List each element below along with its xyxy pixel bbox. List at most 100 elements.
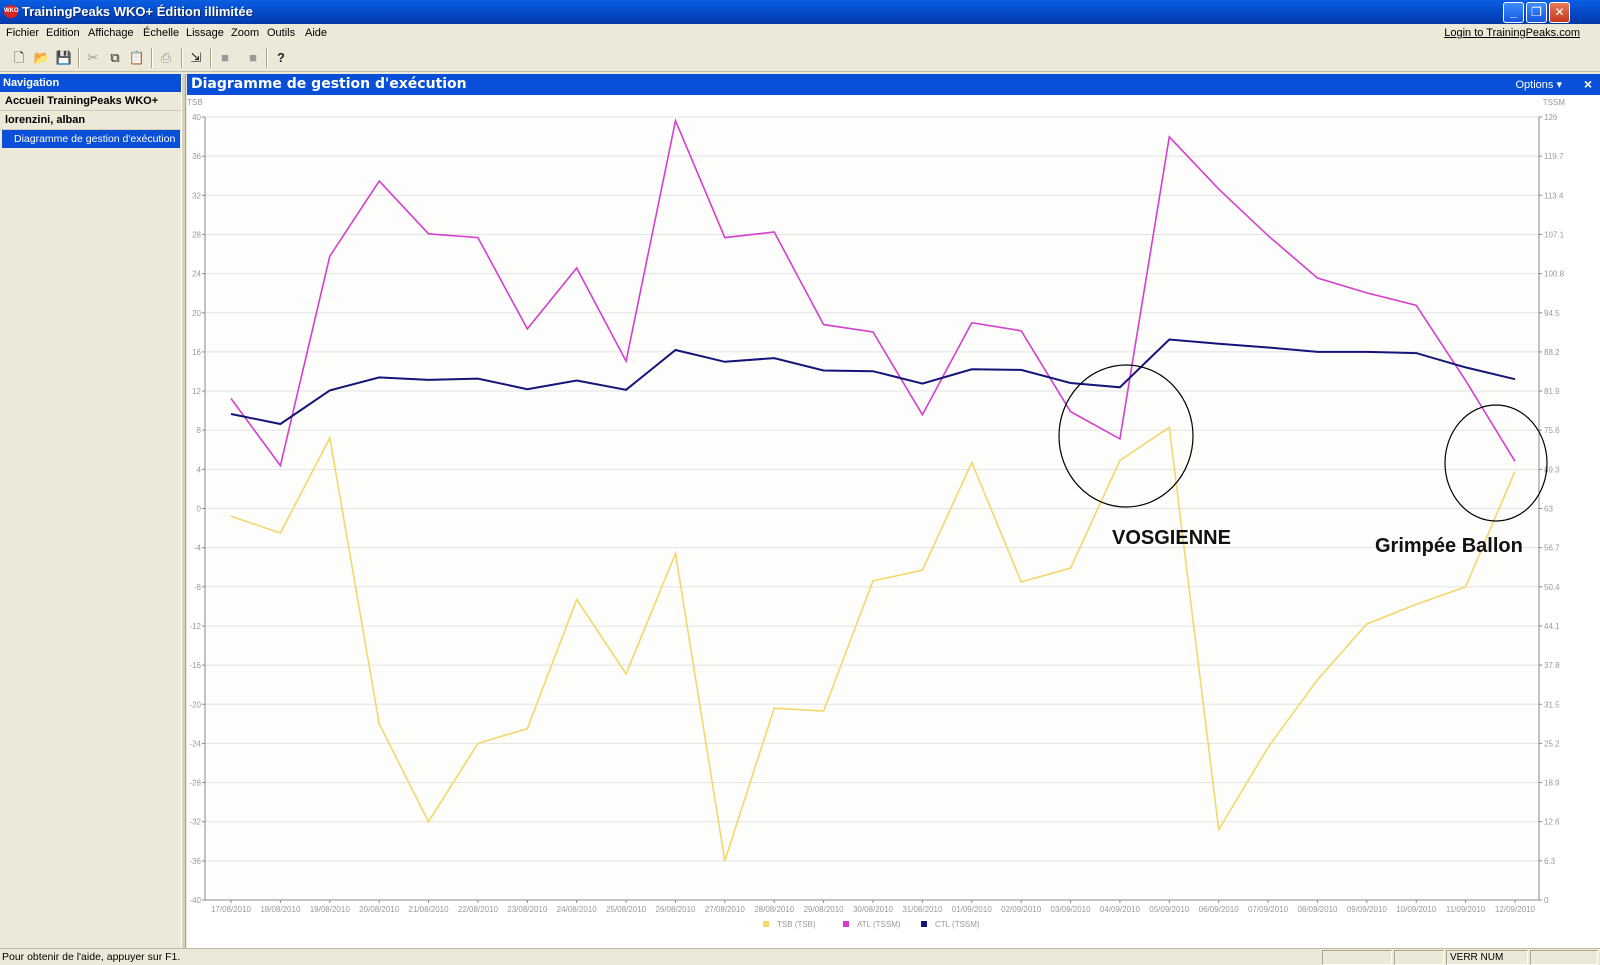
menu-zoom[interactable]: Zoom xyxy=(231,27,260,39)
left-tick-label: -20 xyxy=(189,700,201,709)
legend-label: TSB (TSB) xyxy=(777,920,816,929)
x-tick-label: 27/08/2010 xyxy=(705,905,746,914)
right-tick-label: 63 xyxy=(1544,505,1553,514)
navigation-pane: Navigation Accueil TrainingPeaks WKO+ lo… xyxy=(0,74,181,948)
x-tick-label: 21/08/2010 xyxy=(409,905,450,914)
right-tick-label: 12.6 xyxy=(1544,818,1560,827)
x-tick-label: 20/08/2010 xyxy=(359,905,400,914)
menu-lissage[interactable]: Lissage xyxy=(186,27,224,39)
right-tick-label: 69.3 xyxy=(1544,465,1560,474)
restore-icon[interactable]: ❐ xyxy=(1526,2,1547,23)
right-tick-label: 75.6 xyxy=(1544,426,1560,435)
new-file-icon[interactable]: 🗋 xyxy=(13,50,25,65)
legend-swatch xyxy=(763,921,769,927)
chevron-down-icon: ▾ xyxy=(1556,79,1562,91)
minimize-icon[interactable]: _ xyxy=(1503,2,1524,23)
right-tick-label: 50.4 xyxy=(1544,583,1560,592)
left-tick-label: -12 xyxy=(189,622,201,631)
nav-item-home[interactable]: Accueil TrainingPeaks WKO+ xyxy=(0,92,181,111)
toolbar: 🗋 📂 💾 ✂ ⧉ 📋 ⎙ ⇲ ■ ■ ? xyxy=(0,44,1600,72)
x-tick-label: 04/09/2010 xyxy=(1100,905,1141,914)
menu-aide[interactable]: Aide xyxy=(305,27,328,39)
menu-bar: Fichier Edition Affichage Échelle Lissag… xyxy=(0,24,1600,44)
import-icon[interactable]: ⇲ xyxy=(190,50,202,65)
help-icon[interactable]: ? xyxy=(277,50,285,65)
right-tick-label: 31.5 xyxy=(1544,700,1560,709)
legend-label: ATL (TSSM) xyxy=(857,920,901,929)
left-tick-label: 16 xyxy=(192,348,201,357)
status-cell xyxy=(1394,950,1444,965)
right-tick-label: 107.1 xyxy=(1544,230,1565,239)
right-tick-label: 6.3 xyxy=(1544,857,1556,866)
x-tick-label: 24/08/2010 xyxy=(557,905,598,914)
cut-icon[interactable]: ✂ xyxy=(87,50,99,65)
menu-fichier[interactable]: Fichier xyxy=(6,27,40,39)
save-icon[interactable]: 💾 xyxy=(55,50,73,65)
panel-header: Diagramme de gestion d'exécution Options… xyxy=(187,74,1600,95)
toolbar-separator xyxy=(266,48,268,68)
x-tick-label: 12/09/2010 xyxy=(1495,905,1536,914)
right-tick-label: 100.8 xyxy=(1544,270,1565,279)
x-tick-label: 08/09/2010 xyxy=(1297,905,1338,914)
left-tick-label: 28 xyxy=(192,230,201,239)
grey-square-icon[interactable]: ■ xyxy=(249,50,257,65)
right-axis-label: TSSM xyxy=(1543,98,1566,107)
series-line-ctl xyxy=(230,338,1516,426)
pane-splitter[interactable] xyxy=(181,74,186,948)
x-tick-label: 30/08/2010 xyxy=(853,905,894,914)
print-icon[interactable]: ⎙ xyxy=(160,50,172,65)
annotation-label: VOSGIENNE xyxy=(1112,527,1231,549)
left-tick-label: 36 xyxy=(192,152,201,161)
x-tick-label: 09/09/2010 xyxy=(1347,905,1388,914)
x-tick-label: 25/08/2010 xyxy=(606,905,647,914)
left-axis-label: TSB xyxy=(187,98,203,107)
left-tick-label: -32 xyxy=(189,818,201,827)
x-tick-label: 26/08/2010 xyxy=(655,905,696,914)
x-tick-label: 11/09/2010 xyxy=(1446,905,1486,914)
copy-icon[interactable]: ⧉ xyxy=(110,50,120,65)
menu-echelle[interactable]: Échelle xyxy=(143,27,180,39)
left-tick-label: 40 xyxy=(192,113,201,122)
x-tick-label: 07/09/2010 xyxy=(1248,905,1289,914)
left-tick-label: -8 xyxy=(194,583,202,592)
open-folder-icon[interactable]: 📂 xyxy=(33,50,51,65)
right-tick-label: 88.2 xyxy=(1544,348,1560,357)
x-tick-label: 23/08/2010 xyxy=(507,905,548,914)
left-tick-label: 24 xyxy=(192,270,201,279)
right-tick-label: 56.7 xyxy=(1544,544,1560,553)
right-tick-label: 25.2 xyxy=(1544,739,1560,748)
left-tick-label: -4 xyxy=(194,544,202,553)
menu-edition[interactable]: Edition xyxy=(46,27,80,39)
x-tick-label: 03/09/2010 xyxy=(1051,905,1092,914)
grey-square-icon[interactable]: ■ xyxy=(221,50,229,65)
status-cell xyxy=(1530,950,1598,965)
x-tick-label: 18/08/2010 xyxy=(260,905,301,914)
paste-icon[interactable]: 📋 xyxy=(128,50,146,65)
left-tick-label: -16 xyxy=(189,661,201,670)
x-tick-label: 10/09/2010 xyxy=(1396,905,1437,914)
panel-close-button[interactable]: × xyxy=(1583,76,1592,92)
left-tick-label: 0 xyxy=(197,505,202,514)
toolbar-separator xyxy=(78,48,80,68)
x-tick-label: 02/09/2010 xyxy=(1001,905,1042,914)
left-tick-label: 4 xyxy=(197,465,202,474)
navigation-header: Navigation xyxy=(0,74,181,92)
nav-item-performance-chart[interactable]: Diagramme de gestion d'exécution xyxy=(2,130,180,148)
right-tick-label: 0 xyxy=(1544,896,1549,905)
title-bar: WKO TrainingPeaks WKO+ Édition illimitée… xyxy=(0,0,1600,24)
close-icon[interactable]: ✕ xyxy=(1549,2,1570,23)
right-tick-label: 94.5 xyxy=(1544,309,1560,318)
nav-item-athlete[interactable]: lorenzini, alban xyxy=(0,111,181,130)
login-link[interactable]: Login to TrainingPeaks.com xyxy=(1444,27,1580,39)
left-tick-label: -28 xyxy=(189,779,201,788)
panel-title: Diagramme de gestion d'exécution xyxy=(191,76,467,92)
menu-outils[interactable]: Outils xyxy=(267,27,296,39)
menu-affichage[interactable]: Affichage xyxy=(88,27,134,39)
options-dropdown[interactable]: Options ▾ xyxy=(1515,78,1562,91)
x-tick-label: 31/08/2010 xyxy=(902,905,943,914)
wko-app-icon[interactable]: WKO xyxy=(4,5,19,18)
left-tick-label: 20 xyxy=(192,309,201,318)
x-tick-label: 06/09/2010 xyxy=(1199,905,1240,914)
right-tick-label: 119.7 xyxy=(1544,152,1564,161)
